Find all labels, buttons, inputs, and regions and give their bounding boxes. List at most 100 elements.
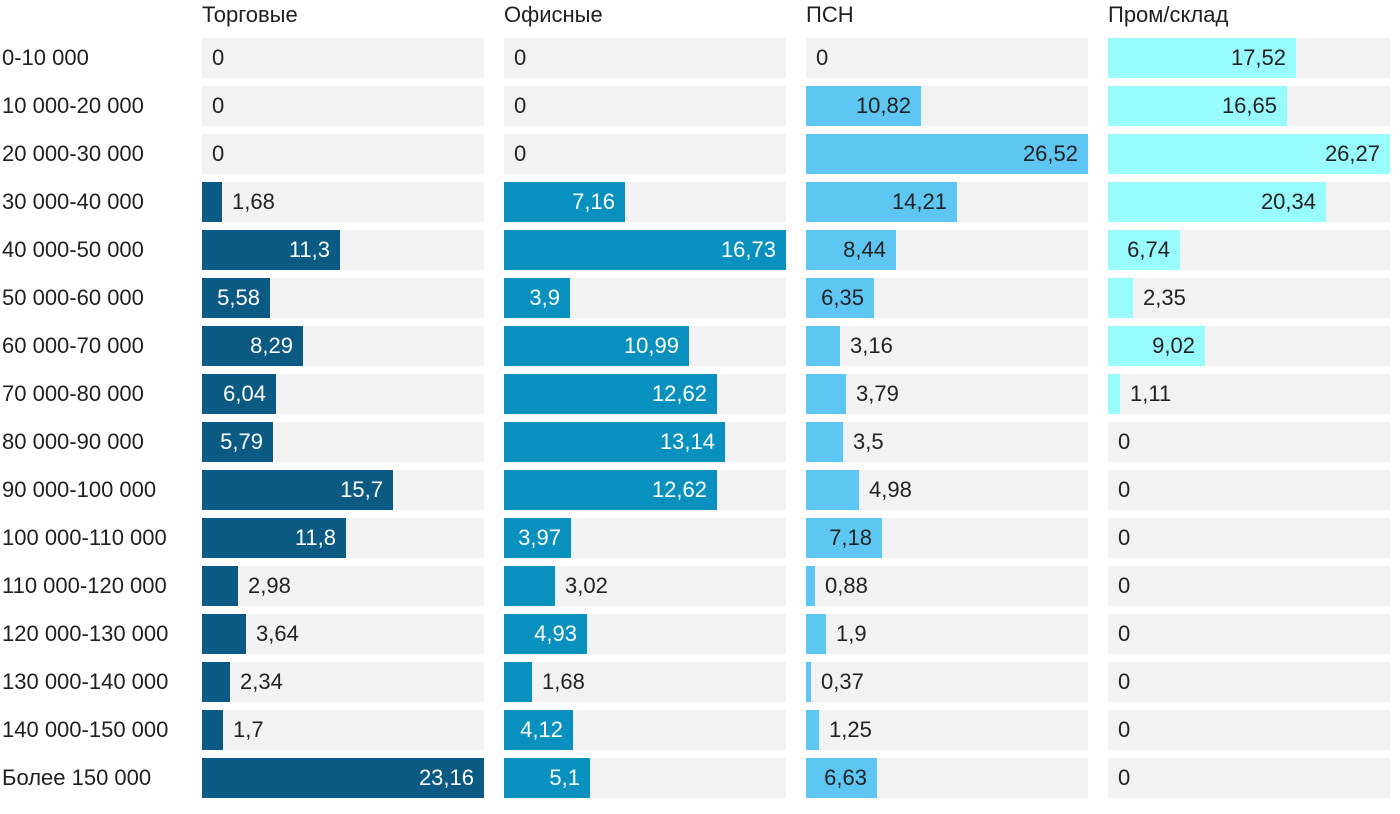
bar [202, 374, 276, 414]
bar-track: 26,27 [1108, 134, 1390, 174]
value-label: 1,7 [233, 717, 264, 742]
value-label: 3,16 [850, 333, 893, 358]
category-label: 80 000-90 000 [2, 429, 144, 454]
bar-track: 8,29 [202, 326, 484, 366]
bar [504, 614, 587, 654]
bar [806, 134, 1088, 174]
value-label: 17,52 [1230, 45, 1286, 70]
category-label: Более 150 000 [2, 765, 152, 790]
bar [202, 422, 273, 462]
bar [202, 470, 393, 510]
value-label: 4,12 [520, 717, 563, 742]
bar-track: 0 [1108, 710, 1390, 750]
value-label: 7,18 [829, 525, 872, 550]
value-label: 12,62 [651, 381, 707, 406]
value-label: 0 [212, 93, 225, 118]
value-label: 3,5 [853, 429, 884, 454]
bar-track: 0 [202, 86, 484, 126]
value-label: 20,34 [1260, 189, 1316, 214]
bar-track: 0,37 [806, 662, 1088, 702]
bar-track: 4,93 [504, 614, 786, 654]
value-label: 14,21 [891, 189, 947, 214]
bar-track: 7,16 [504, 182, 786, 222]
value-label: 1,9 [836, 621, 867, 646]
bar [202, 518, 346, 558]
bar-track: 0 [806, 38, 1088, 78]
bar [504, 566, 555, 606]
bar-track: 5,79 [202, 422, 484, 462]
bar [504, 374, 717, 414]
bar [504, 326, 689, 366]
category-label: 120 000-130 000 [2, 621, 169, 646]
panel-title: Офисные [504, 2, 603, 27]
bar [504, 182, 625, 222]
bar [806, 518, 882, 558]
bar-track: 2,35 [1108, 278, 1390, 318]
value-label: 16,73 [720, 237, 776, 262]
bar [1108, 182, 1326, 222]
value-label: 0 [212, 141, 225, 166]
bar [202, 278, 270, 318]
bar-track: 15,7 [202, 470, 484, 510]
bar [504, 518, 571, 558]
bar-track: 1,68 [202, 182, 484, 222]
value-label: 12,62 [651, 477, 707, 502]
value-label: 3,02 [565, 573, 608, 598]
bar [1108, 86, 1287, 126]
bar-track: 8,44 [806, 230, 1088, 270]
bar [1108, 326, 1205, 366]
bar [806, 326, 840, 366]
bar [202, 758, 484, 798]
bar-track: 11,3 [202, 230, 484, 270]
value-label: 5,58 [217, 285, 260, 310]
category-label: 140 000-150 000 [2, 717, 169, 742]
bar-track: 26,52 [806, 134, 1088, 174]
bar-track: 5,58 [202, 278, 484, 318]
bar-track: 5,1 [504, 758, 786, 798]
category-label: 70 000-80 000 [2, 381, 144, 406]
category-label: 30 000-40 000 [2, 189, 144, 214]
bar [806, 758, 877, 798]
value-label: 6,35 [821, 285, 864, 310]
bar [504, 470, 717, 510]
bar-track: 0 [202, 38, 484, 78]
bar-track: 6,74 [1108, 230, 1390, 270]
category-label: 20 000-30 000 [2, 141, 144, 166]
category-label: 90 000-100 000 [2, 477, 157, 502]
value-label: 6,04 [223, 381, 266, 406]
value-label: 1,68 [232, 189, 275, 214]
value-label: 13,14 [659, 429, 715, 454]
value-label: 3,79 [856, 381, 899, 406]
value-label: 0 [1118, 621, 1131, 646]
category-label: 130 000-140 000 [2, 669, 169, 694]
bar-track: 1,68 [504, 662, 786, 702]
value-label: 16,65 [1221, 93, 1277, 118]
value-label: 0 [1118, 717, 1131, 742]
bar [1108, 230, 1180, 270]
category-label: 40 000-50 000 [2, 237, 144, 262]
bar [806, 86, 921, 126]
bar-track: 3,5 [806, 422, 1088, 462]
bar [504, 710, 573, 750]
bar-track: 10,99 [504, 326, 786, 366]
bar-track: 3,9 [504, 278, 786, 318]
bar [504, 230, 786, 270]
value-label: 6,74 [1127, 237, 1170, 262]
bar-track: 0 [1108, 662, 1390, 702]
value-label: 23,16 [418, 765, 474, 790]
value-label: 0 [212, 45, 225, 70]
bar-track: 3,02 [504, 566, 786, 606]
value-label: 3,64 [256, 621, 299, 646]
value-label: 8,44 [843, 237, 886, 262]
bar [806, 614, 826, 654]
bar-track: 16,73 [504, 230, 786, 270]
bar [806, 470, 859, 510]
bar-track: 0,88 [806, 566, 1088, 606]
value-label: 10,99 [623, 333, 679, 358]
bar-track: 23,16 [202, 758, 484, 798]
bar-track: 0 [1108, 518, 1390, 558]
bar-track: 0 [504, 134, 786, 174]
bar [1108, 134, 1390, 174]
value-label: 26,27 [1324, 141, 1380, 166]
